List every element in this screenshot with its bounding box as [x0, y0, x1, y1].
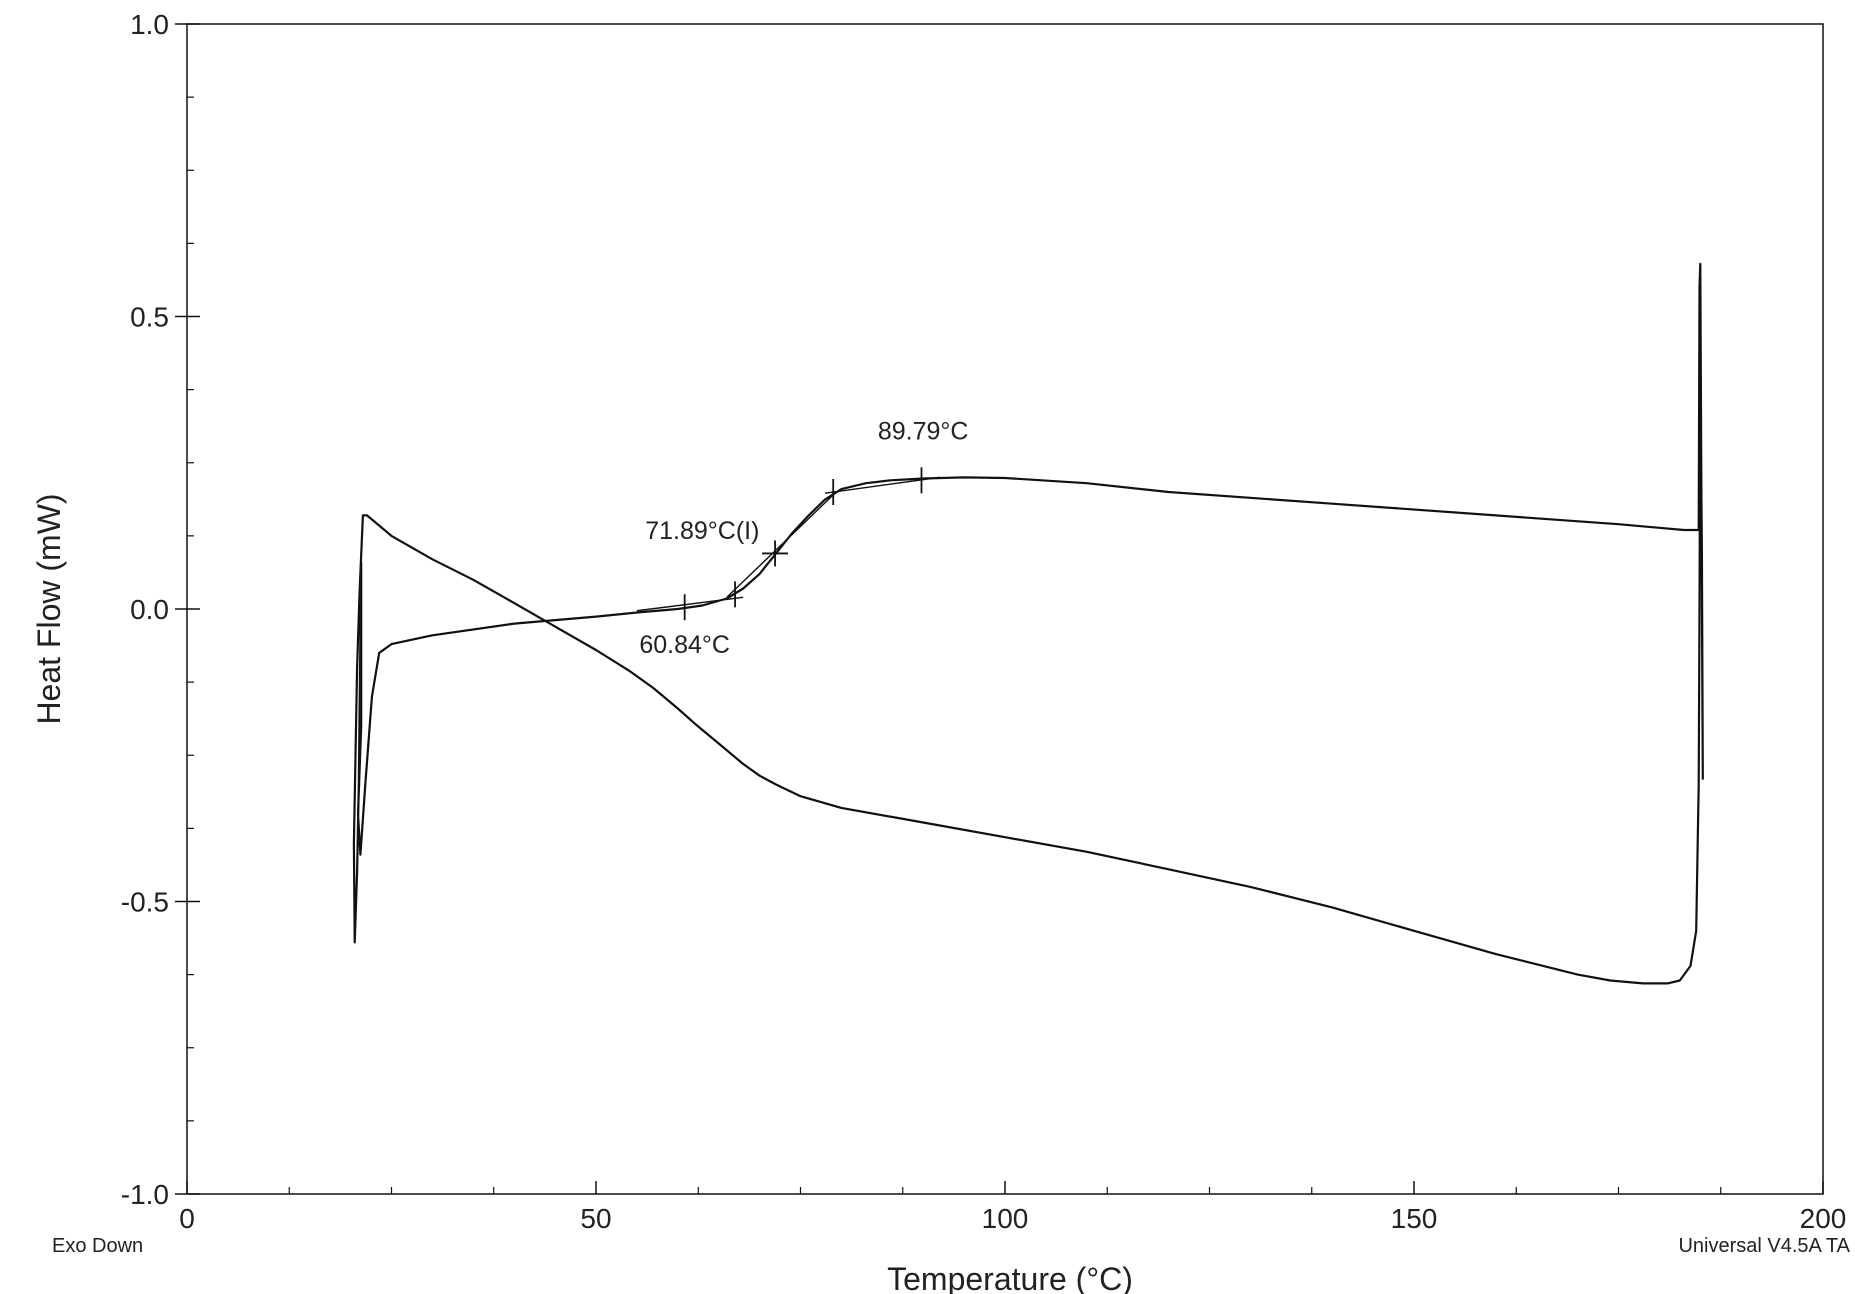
minor-ticks — [187, 96, 1722, 1194]
y-tick-label: 1.0 — [130, 9, 169, 40]
y-axis-title: Heat Flow (mW) — [31, 493, 67, 724]
inflection-tangent — [726, 494, 834, 598]
y-tick-label: -1.0 — [121, 1179, 169, 1210]
x-tick-label: 150 — [1391, 1203, 1438, 1234]
y-tick-label: 0.5 — [130, 302, 169, 333]
y-tick-label: -0.5 — [121, 887, 169, 918]
y-tick-labels: 1.0 0.5 0.0 -0.5 -1.0 — [121, 9, 169, 1210]
midpoint-label: 71.89°C(I) — [645, 517, 759, 545]
onset-label: 60.84°C — [639, 631, 730, 659]
x-tick-label: 100 — [982, 1203, 1029, 1234]
tangent-layer — [636, 476, 940, 612]
exo-direction-label: Exo Down — [52, 1235, 143, 1257]
baseline-tangent — [636, 596, 744, 612]
major-ticks — [175, 23, 1824, 1195]
marker-layer — [683, 467, 923, 621]
x-tick-label: 200 — [1800, 1203, 1847, 1234]
software-version-label: Universal V4.5A TA — [1678, 1235, 1850, 1257]
heat-flow-trace — [352, 262, 1704, 985]
plot-frame — [186, 23, 1824, 1195]
annotation-layer: 60.84°C 71.89°C(I) 89.79°C — [639, 417, 968, 659]
y-tick-label: 0.0 — [130, 594, 169, 625]
endset-label: 89.79°C — [878, 417, 969, 445]
upper-tangent — [824, 476, 940, 494]
x-axis-title: Temperature (°C) — [887, 1261, 1133, 1294]
series-layer — [352, 262, 1704, 985]
x-tick-labels: 0 50 100 150 200 — [179, 1203, 1846, 1234]
x-tick-label: 50 — [580, 1203, 611, 1234]
x-tick-label: 0 — [179, 1203, 195, 1234]
